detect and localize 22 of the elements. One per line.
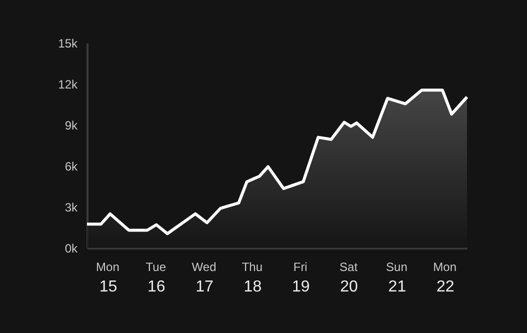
text: Sat [340,260,358,274]
text: Tue [146,260,166,274]
y-tick-label: 3k [64,200,78,214]
y-tick-label: 6k [64,160,78,174]
x-tick-label: 19 [292,278,310,296]
x-tick-label: 21 [388,278,406,296]
y-tick-label: 15k [58,36,78,50]
x-tick-label: 22 [436,278,454,296]
y-tick-label: 12k [58,78,78,92]
text: Wed [192,260,216,274]
text: Mon [96,260,120,274]
x-tick-label: 15 [99,278,118,296]
text: Mon [433,260,457,274]
text: Thu [242,260,263,274]
x-tick-label: 16 [147,278,166,296]
y-tick-label: 0k [64,242,78,256]
y-tick-label: 9k [64,118,78,132]
text: Fri [293,260,308,274]
x-tick-label: 18 [244,278,262,296]
x-tick-label: 20 [340,278,358,296]
text: Sun [386,260,408,274]
x-tick-label: 17 [196,278,214,296]
